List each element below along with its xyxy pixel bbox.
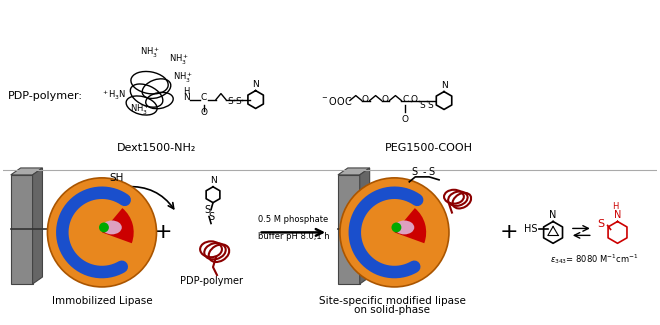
Text: Site-specific modified lipase: Site-specific modified lipase xyxy=(319,296,466,306)
Ellipse shape xyxy=(395,220,414,234)
Text: N: N xyxy=(549,210,557,219)
Text: S: S xyxy=(227,98,233,107)
Text: N: N xyxy=(441,81,447,90)
Circle shape xyxy=(99,223,109,232)
Text: O: O xyxy=(381,95,388,104)
Text: O: O xyxy=(361,95,368,104)
Text: PDP-polymer: PDP-polymer xyxy=(180,276,242,286)
Text: buffer pH 8.0,1 h: buffer pH 8.0,1 h xyxy=(257,232,329,241)
Polygon shape xyxy=(32,168,42,284)
Text: O: O xyxy=(201,109,208,117)
Text: Immobilized Lipase: Immobilized Lipase xyxy=(51,296,152,306)
Text: Dext1500-NH₂: Dext1500-NH₂ xyxy=(117,143,196,153)
Wedge shape xyxy=(102,208,134,243)
Text: N: N xyxy=(614,210,621,219)
Polygon shape xyxy=(11,175,32,284)
Text: $\varepsilon_{343}$= 8080 M$^{-1}$cm$^{-1}$: $\varepsilon_{343}$= 8080 M$^{-1}$cm$^{-… xyxy=(550,252,639,266)
Text: $^-$OOC: $^-$OOC xyxy=(320,95,352,107)
Circle shape xyxy=(391,223,401,232)
Polygon shape xyxy=(360,168,370,284)
Text: N: N xyxy=(183,93,189,101)
Ellipse shape xyxy=(102,220,122,234)
Text: S: S xyxy=(204,204,210,215)
Text: SH: SH xyxy=(110,173,124,183)
Polygon shape xyxy=(338,175,360,284)
Circle shape xyxy=(48,178,156,287)
Text: S: S xyxy=(419,101,425,110)
Text: H: H xyxy=(183,86,189,96)
Text: S: S xyxy=(597,219,604,229)
Text: C: C xyxy=(201,93,207,101)
Text: +: + xyxy=(154,222,173,242)
Text: NH$_3^+$: NH$_3^+$ xyxy=(170,53,189,67)
Text: NH$_3^+$: NH$_3^+$ xyxy=(174,71,193,85)
Text: S: S xyxy=(235,98,241,107)
Wedge shape xyxy=(395,208,426,243)
Text: -: - xyxy=(422,167,426,177)
Text: 0.5 M phosphate: 0.5 M phosphate xyxy=(258,215,329,225)
Text: N: N xyxy=(252,80,259,89)
Text: C: C xyxy=(402,95,409,104)
Text: S: S xyxy=(208,212,214,222)
Circle shape xyxy=(340,178,449,287)
Text: NH$_3^+$: NH$_3^+$ xyxy=(129,103,150,117)
Text: O: O xyxy=(402,115,409,124)
Text: $^+$H$_3$N: $^+$H$_3$N xyxy=(102,89,127,102)
Text: PEG1500-COOH: PEG1500-COOH xyxy=(385,143,473,153)
Text: +: + xyxy=(499,222,518,242)
Text: S: S xyxy=(428,167,434,177)
Text: on solid-phase: on solid-phase xyxy=(354,305,430,315)
Text: O: O xyxy=(411,95,418,104)
Text: S: S xyxy=(411,167,417,177)
Text: HS: HS xyxy=(524,225,537,234)
Text: NH$_3^+$: NH$_3^+$ xyxy=(139,46,160,60)
Text: H: H xyxy=(612,202,618,211)
Text: S: S xyxy=(427,101,433,110)
Text: N: N xyxy=(210,176,216,185)
Polygon shape xyxy=(338,168,370,175)
Text: PDP-polymer:: PDP-polymer: xyxy=(8,91,82,100)
Polygon shape xyxy=(11,168,42,175)
